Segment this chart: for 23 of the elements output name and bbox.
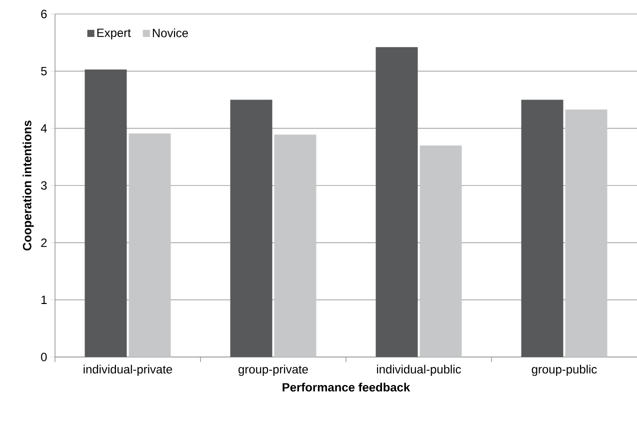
legend-label: Novice: [152, 28, 188, 38]
x-axis-title: Performance feedback: [282, 382, 410, 392]
y-tick-label: 5: [41, 67, 47, 76]
bar: [420, 145, 462, 357]
bar: [274, 134, 316, 357]
y-axis-title: Cooperation intentions: [22, 120, 34, 250]
bar: [84, 69, 127, 357]
legend-label: Expert: [97, 28, 131, 40]
x-tick-label: individual-public: [377, 364, 461, 376]
y-tick-label: 6: [41, 10, 47, 18]
x-tick-label: individual-private: [84, 364, 172, 376]
y-tick-label: 1: [41, 296, 47, 304]
y-tick-label: 0: [41, 352, 47, 362]
bar: [128, 133, 171, 357]
y-tick-label: 3: [41, 181, 47, 190]
x-tick-label: group-public: [532, 364, 597, 376]
x-tick-label: group-private: [238, 364, 308, 376]
bar: [521, 100, 564, 357]
bar: [230, 100, 272, 357]
bar: [565, 109, 608, 357]
bar: [376, 47, 418, 357]
y-tick-label: 2: [41, 238, 47, 247]
y-tick-label: 4: [40, 124, 47, 132]
